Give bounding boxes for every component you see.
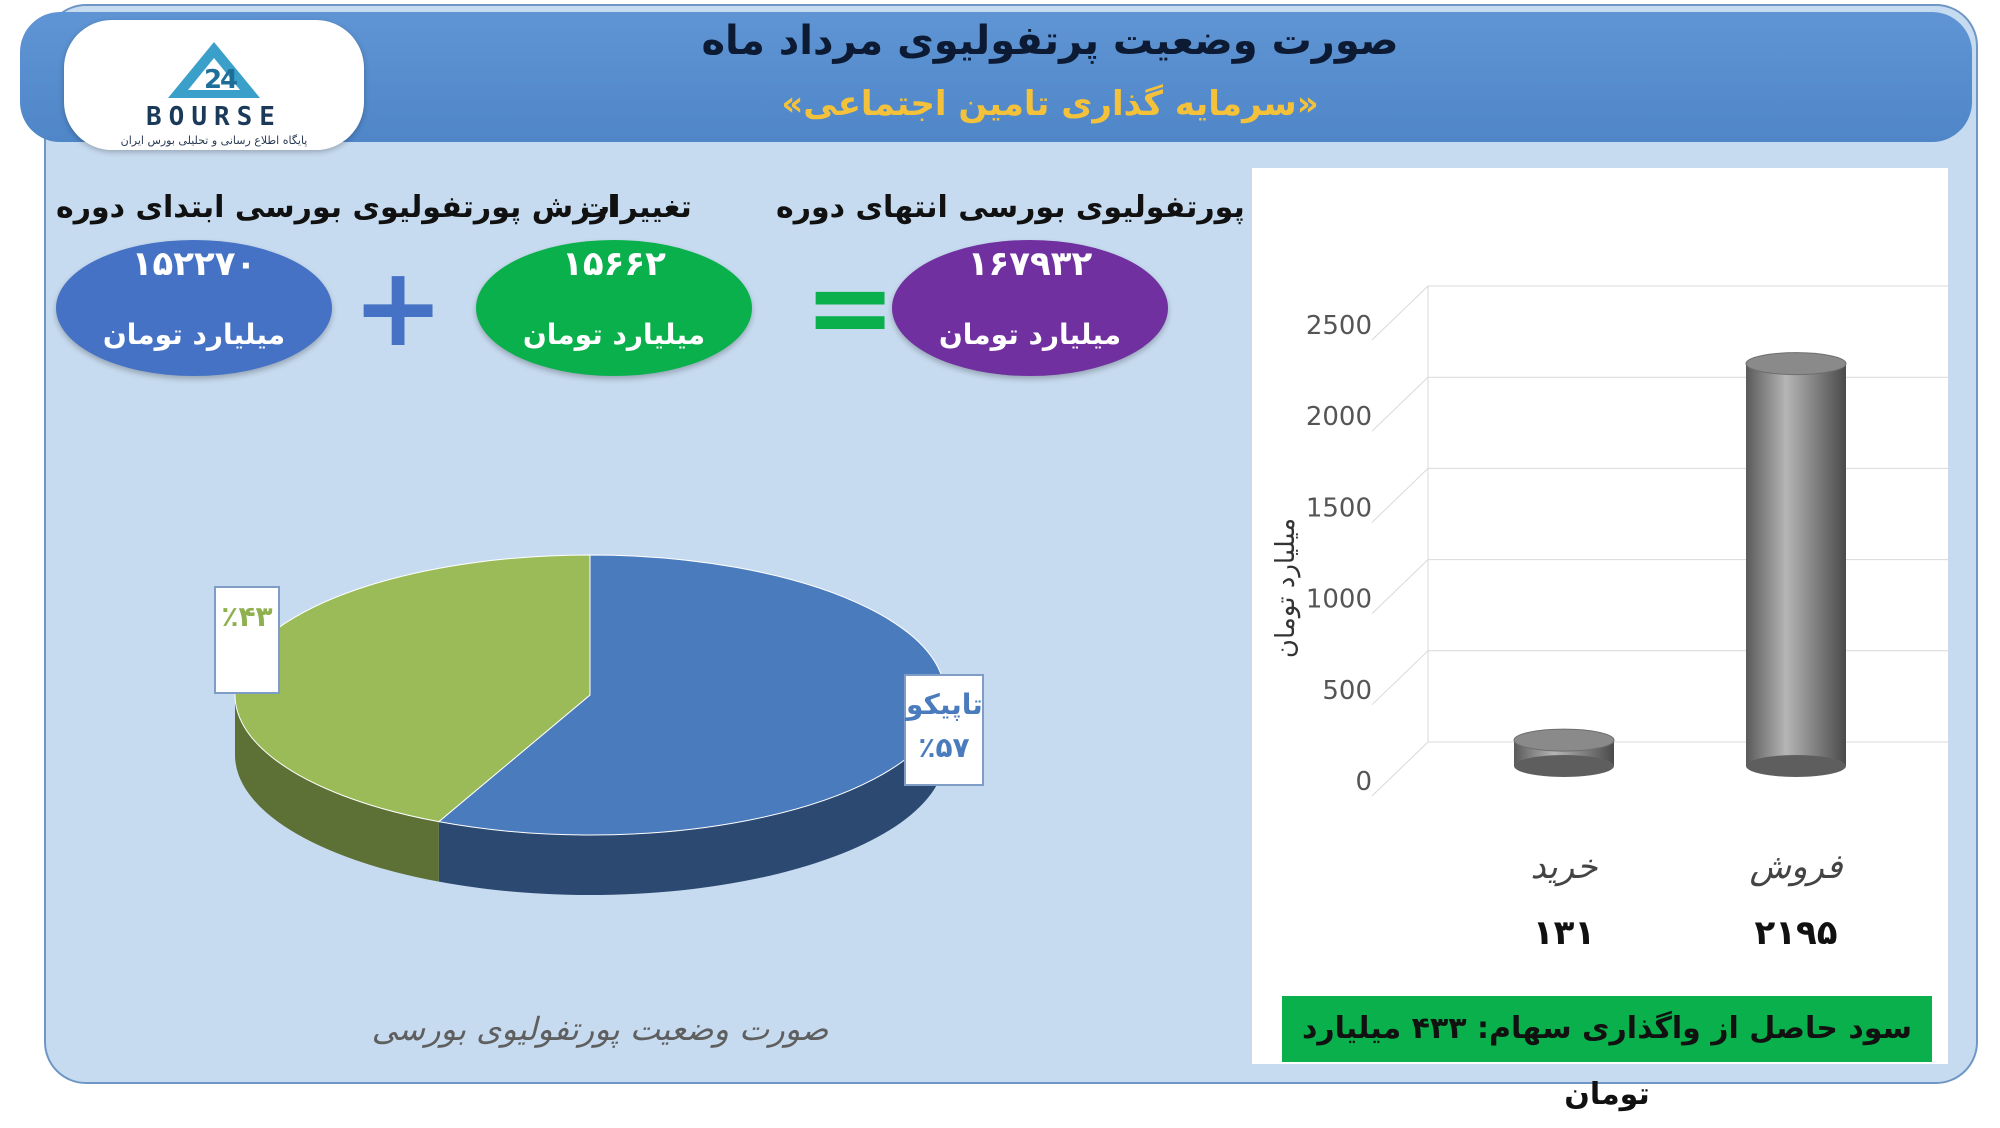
grid-diag-2 xyxy=(1371,559,1429,614)
pie-side-0 xyxy=(438,695,945,895)
start-value: ۱۵۲۲۷۰ xyxy=(131,244,257,284)
pie-label-other: ٪۴۳ xyxy=(214,586,280,694)
logo: 2 4 BOURSE پایگاه اطلاع رسانی و تحلیلی ب… xyxy=(64,20,364,150)
portfolio-pie-chart xyxy=(234,554,946,895)
bar-value-label: ۲۱۹۵ xyxy=(1754,913,1837,953)
grid-diag-3 xyxy=(1371,468,1429,523)
equals-icon: = xyxy=(804,243,897,371)
end-value-ellipse: ۱۶۷۹۳۲ میلیارد تومان xyxy=(892,240,1168,376)
svg-text:4: 4 xyxy=(220,65,238,95)
grid-diag-1 xyxy=(1371,650,1429,706)
start-value-ellipse: ۱۵۲۲۷۰ میلیارد تومان xyxy=(56,240,332,376)
x-category-label: خرید xyxy=(1530,847,1598,887)
buy-sell-bar-chart: 0 500 1000 1500 2000 2500 میلیارد تومان خرید ۱۳۱… xyxy=(1271,285,1948,953)
grid-diag-4 xyxy=(1371,376,1429,432)
y-tick-label: 1000 xyxy=(1306,585,1372,615)
start-label: ارزش پورتفولیوی بورسی ابتدای دوره xyxy=(56,190,618,225)
y-tick-label: 2500 xyxy=(1306,311,1372,341)
page-subtitle: «سرمایه گذاری تامین اجتماعی» xyxy=(781,84,1319,124)
bar-1 xyxy=(1746,363,1846,766)
svg-text:2: 2 xyxy=(204,65,222,95)
y-tick-label: 0 xyxy=(1355,767,1372,797)
pie-label-tapico-value: ٪۵۷ xyxy=(918,731,970,764)
grid-diag-0 xyxy=(1371,741,1429,797)
pie-side-1 xyxy=(235,695,439,882)
change-value: ۱۵۶۶۲ xyxy=(562,244,666,284)
bar-value-label: ۱۳۱ xyxy=(1533,913,1595,953)
profit-note: سود حاصل از واگذاری سهام: ۴۳۳ میلیارد تو… xyxy=(1282,996,1932,1112)
bar-base-0 xyxy=(1514,755,1614,777)
change-unit: میلیارد تومان xyxy=(522,318,706,351)
y-tick-label: 2000 xyxy=(1306,402,1372,432)
plus-icon: + xyxy=(352,243,445,371)
pie-caption: صورت وضعیت پورتفولیوی بورسی xyxy=(371,1010,829,1048)
y-tick-label: 1500 xyxy=(1306,493,1372,523)
pie-label-tapico-name: تاپیکو xyxy=(906,688,983,721)
bar-base-1 xyxy=(1746,755,1846,777)
pie-label-other-value: ٪۴۳ xyxy=(221,600,273,633)
end-value: ۱۶۷۹۳۲ xyxy=(967,244,1093,284)
change-value-ellipse: ۱۵۶۶۲ میلیارد تومان xyxy=(476,240,752,376)
logo-wordmark: BOURSE xyxy=(146,102,282,132)
y-axis-label: میلیارد تومان xyxy=(1271,518,1301,658)
bar-cap-0 xyxy=(1513,728,1615,752)
x-category-label: فروش xyxy=(1750,847,1844,887)
pie-label-tapico: تاپیکو ٪۵۷ xyxy=(904,674,984,786)
bar-cap-1 xyxy=(1745,352,1847,376)
change-label: تغییرات xyxy=(580,190,692,225)
page-title: صورت وضعیت پرتفولیوی مرداد ماه xyxy=(701,18,1399,64)
y-tick-label: 500 xyxy=(1322,676,1372,706)
grid-diag-5 xyxy=(1371,285,1429,341)
end-label: ارزش پورتفولیوی بورسی انتهای دوره xyxy=(776,190,1342,225)
logo-tagline: پایگاه اطلاع رسانی و تحلیلی بورس ایران xyxy=(120,134,308,147)
mountain-logo-icon: 2 4 xyxy=(168,42,260,98)
start-unit: میلیارد تومان xyxy=(102,318,286,351)
end-unit: میلیارد تومان xyxy=(938,318,1122,351)
